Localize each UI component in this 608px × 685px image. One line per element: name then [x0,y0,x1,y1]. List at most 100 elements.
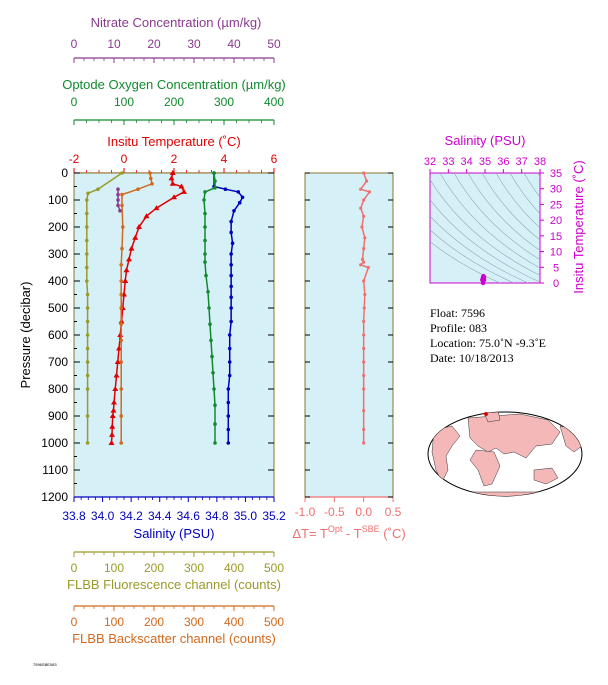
profile-series [85,170,245,445]
map-land-eurasia [467,413,561,459]
temperature-axis-tick-label: 0 [121,152,128,166]
fluorescence-axis-title: FLBB Fluorescence channel (counts) [67,577,281,592]
fluorescence-axis-tick-label: 500 [264,561,284,575]
dt-point [362,333,366,337]
ts-temperature-tick-label: 30 [550,184,562,196]
dt-plot-area [304,172,394,498]
backscatter-axis-tick-label: 0 [71,615,78,629]
temperature-point [112,386,119,391]
temperature-axis-tick-label: -2 [69,152,80,166]
world-map [427,411,583,497]
dt-point [362,427,366,432]
fluorescence-point [85,333,90,337]
ts-point [481,275,487,280]
pressure-axis-title: Pressure (decibar) [18,282,33,389]
ts-temperature-title: Insitu Temperature (˚C) [571,160,586,293]
temperature-point [109,431,115,437]
nitrate-point [116,203,120,208]
backscatter-point [119,441,123,445]
oxygen-axis-tick-label: 200 [164,95,184,109]
temperature-axis: -2 0 2 4 6 [69,152,278,174]
backscatter-axis-tick-label: 400 [224,615,244,629]
salinity-point [229,306,233,310]
fluorescence-axis-tick-label: 400 [224,561,244,575]
temperature-point [169,180,176,186]
pressure-tick-label: 300 [48,247,68,261]
fluorescence-point [85,279,89,283]
ts-density-contour [523,173,540,198]
oxygen-axis-tick-label: 400 [264,95,284,109]
dt-point [362,198,366,202]
ts-temperature-tick-label: 10 [550,247,562,259]
ts-density-contour [439,173,540,269]
backscatter-point [121,225,125,229]
pressure-tick-label: 100 [48,193,68,207]
dt-point [360,225,364,229]
oxygen-axis-tick-label: 100 [114,95,134,109]
ts-density-contour [481,173,540,241]
oxygen-point [203,190,207,194]
salinity-point [226,414,231,418]
ts-series [480,273,487,286]
oxygen-point [213,422,217,426]
salinity-point [229,252,233,256]
oxygen-point [208,322,212,327]
temperature-point [178,183,185,189]
info-profile: Profile: 083 [430,321,487,335]
dt-title-sup1: Opt [328,524,343,534]
nitrate-point [116,192,120,197]
info-location: Location: 75.0˚N -9.3˚E [430,336,546,350]
backscatter-point [120,246,124,251]
salinity-axis-tick-label: 35.0 [234,509,258,523]
nitrate-axis-tick-label: 30 [187,37,201,51]
fluorescence-point [120,171,124,175]
salinity-axis-tick-label: 34.4 [148,509,172,523]
salinity-point [229,230,233,235]
fluorescence-axis-tick-label: 100 [104,561,124,575]
dt-point [362,306,366,310]
pressure-tick-label: 0 [61,166,68,180]
dt-point [362,346,366,351]
dt-axis-title: ΔT= TOpt - TSBE (˚C) [292,524,405,541]
ts-density-contours [430,173,540,283]
dt-tick-label: -0.5 [324,505,345,519]
oxygen-point [206,290,210,294]
dt-point [362,387,366,391]
backscatter-line [120,172,153,443]
dt-point [367,190,372,194]
salinity-point [236,190,241,194]
oxygen-point [202,198,206,202]
nitrate-point [116,187,120,191]
nitrate-axis-tick-label: 50 [267,37,281,51]
oxygen-axis-tick-label: 300 [214,95,234,109]
temperature-point [122,278,129,283]
backscatter-point [119,338,123,343]
fluorescence-axis: 0 100 200 300 400 500 [71,551,284,575]
temperature-point [136,224,142,229]
ts-temperature-tick-label: 0 [553,278,559,290]
fluorescence-line [86,172,123,443]
ts-temperature-tick-label: 35 [550,168,562,180]
fluorescence-point [85,211,89,216]
dt-point [363,236,367,240]
salinity-point [227,373,232,378]
backscatter-point [119,263,123,267]
nitrate-axis-tick-label: 40 [227,37,241,51]
pressure-tick-label: 800 [48,382,68,396]
oxygen-point [209,338,213,343]
ts-salinity-tick-label: 36 [497,156,509,168]
dt-point [362,409,366,413]
dt-title-prefix: ΔT= T [292,526,328,541]
dt-tick-label: -1.0 [295,505,316,519]
temperature-axis-title: Insitu Temperature (˚C) [107,134,240,149]
fluorescence-point [85,441,90,445]
oxygen-point [203,225,207,229]
ts-density-contour [467,173,540,251]
salinity-point [232,209,236,213]
ts-density-contour [453,173,540,261]
dt-point [366,265,370,270]
nitrate-axis-tick-label: 0 [71,37,78,51]
float-location-marker [484,412,488,416]
temperature-point [114,359,121,364]
